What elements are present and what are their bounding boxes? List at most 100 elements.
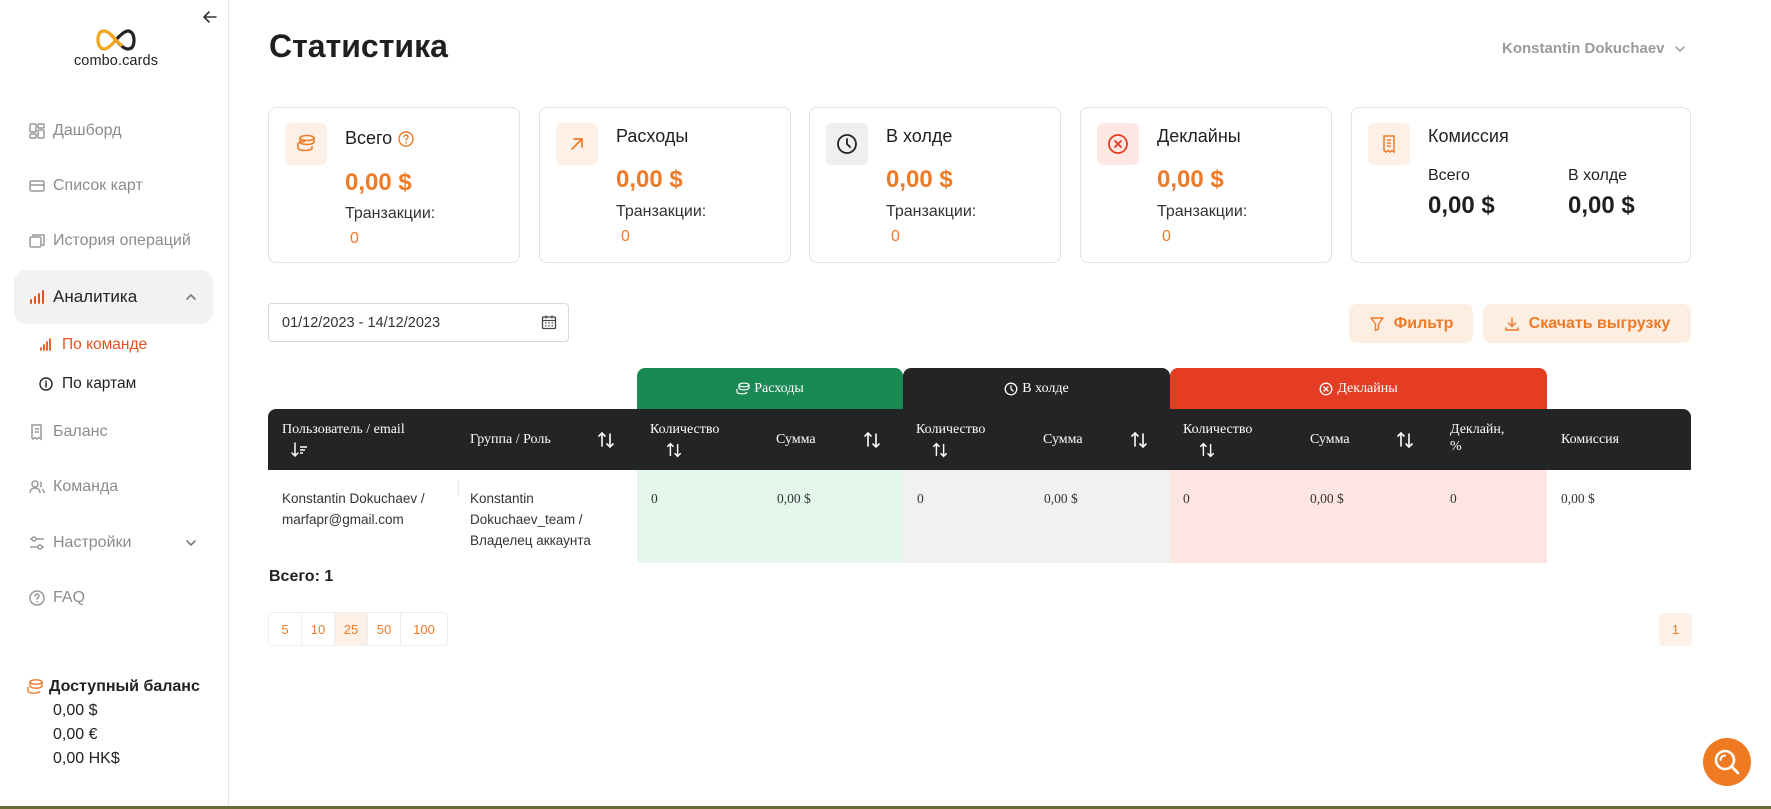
sidebar-item-faq[interactable]: FAQ [14, 573, 213, 623]
balance-icon [31, 424, 42, 441]
sidebar-subitem-by-team[interactable]: По команде [38, 336, 147, 354]
clock-icon [837, 134, 857, 154]
card-title: Комиссия [1428, 126, 1509, 146]
filter-icon [1369, 316, 1384, 331]
search-fab[interactable] [1703, 738, 1751, 786]
calendar-icon[interactable] [541, 314, 557, 330]
card-tx-label: Транзакции: [345, 205, 436, 222]
filter-button[interactable]: Фильтр [1349, 304, 1473, 343]
history-icon [29, 234, 45, 248]
card-tx-label: Транзакции: [886, 203, 977, 220]
card-title: Всего [345, 128, 415, 149]
card-icon-box [826, 123, 868, 165]
card-icon-box [285, 123, 327, 165]
sidebar-item-history[interactable]: История операций [14, 216, 213, 266]
help-icon[interactable] [397, 130, 415, 148]
column-commission[interactable]: Комиссия [1561, 432, 1620, 447]
column-group[interactable]: Группа / Роль [470, 432, 551, 447]
sidebar-item-cards[interactable]: Список карт [14, 161, 213, 211]
logo-icon [96, 29, 136, 51]
sidebar-item-team[interactable]: Команда [14, 462, 213, 512]
page-button-1[interactable]: 1 [1659, 613, 1692, 646]
sort-icon[interactable] [931, 441, 949, 459]
sidebar-item-dashboard[interactable]: Дашборд [14, 106, 213, 156]
desktop-strip [0, 806, 1771, 809]
card-amount: 0,00 $ [1157, 166, 1224, 193]
column-hold-qty[interactable]: Количество [916, 421, 985, 459]
card-icon-box [556, 123, 598, 165]
page-size-25[interactable]: 25 [335, 613, 368, 645]
balance-eur: 0,00 € [53, 726, 98, 743]
sidebar: combo.cards Дашборд Список карт История … [0, 0, 229, 809]
table-header: Пользователь / email Группа / Роль Колич… [268, 409, 1691, 470]
declines-band [1170, 470, 1547, 563]
sidebar-item-label: История операций [53, 232, 191, 249]
sort-icon[interactable] [665, 441, 683, 459]
column-label: Пользователь / email [282, 422, 405, 437]
column-declines-sum[interactable]: Сумма [1310, 432, 1350, 447]
group-header-label: Деклайны [1337, 381, 1398, 396]
group-header-declines: Деклайны [1170, 368, 1547, 410]
chevron-down-icon [1674, 45, 1685, 52]
collapse-sidebar-icon[interactable] [201, 8, 219, 26]
sidebar-item-settings[interactable]: Настройки [14, 518, 213, 568]
clock-icon [1004, 382, 1018, 396]
card-tx-label: Транзакции: [616, 203, 707, 220]
sort-icon[interactable] [596, 430, 616, 450]
sort-icon[interactable] [1395, 430, 1415, 450]
cell-divider [458, 481, 459, 495]
column-hold-sum[interactable]: Сумма [1043, 432, 1083, 447]
card-tx-value: 0 [621, 228, 630, 245]
card-tx-label: Транзакции: [1157, 203, 1248, 220]
sidebar-item-label: Настройки [53, 534, 132, 551]
faq-icon [29, 590, 45, 606]
cell-decline-pct: 0 [1450, 491, 1457, 506]
date-range-input[interactable]: 01/12/2023 - 14/12/2023 [268, 303, 569, 342]
sort-icon[interactable] [1198, 441, 1216, 459]
page-size-5[interactable]: 5 [269, 613, 302, 645]
page-size-100[interactable]: 100 [413, 621, 435, 637]
sidebar-subitem-by-cards[interactable]: По картам [38, 375, 136, 393]
sort-icon[interactable] [862, 430, 882, 450]
sidebar-item-label: Дашборд [53, 122, 122, 139]
commission-hold-label: В холде [1568, 167, 1628, 184]
sort-icon[interactable] [1129, 430, 1149, 450]
filter-label: Фильтр [1393, 314, 1454, 332]
balance-usd: 0,00 $ [53, 702, 98, 719]
cell-hold-qty: 0 [917, 491, 924, 506]
settings-icon [30, 536, 44, 550]
download-button[interactable]: Скачать выгрузку [1483, 304, 1691, 343]
balance-title: Доступный баланс [26, 678, 200, 696]
analytics-icon [30, 290, 44, 304]
column-decline-pct[interactable]: Деклайн, % [1450, 422, 1505, 454]
cell-declines-sum: 0,00 $ [1310, 491, 1344, 506]
card-title: Деклайны [1157, 126, 1241, 146]
column-expenses-qty[interactable]: Количество [650, 421, 719, 459]
cell-hold-sum: 0,00 $ [1044, 491, 1078, 506]
balance-hkd: 0,00 HK$ [53, 750, 120, 767]
search-icon [1714, 749, 1740, 775]
group-header-label: Расходы [754, 381, 804, 396]
logo[interactable]: combo.cards [64, 28, 168, 69]
page-size-50[interactable]: 50 [368, 613, 401, 645]
sidebar-item-analytics[interactable]: Аналитика [14, 270, 213, 324]
user-menu[interactable]: Konstantin Dokuchaev [1502, 40, 1687, 57]
page-size-10[interactable]: 10 [302, 613, 335, 645]
column-user[interactable]: Пользователь / email [282, 421, 432, 459]
card-icon-box [1097, 123, 1139, 165]
hold-band [903, 470, 1170, 563]
download-label: Скачать выгрузку [1528, 314, 1671, 332]
card-title: В холде [886, 126, 953, 146]
sidebar-item-balance[interactable]: Баланс [14, 407, 213, 457]
balance-title-text: Доступный баланс [49, 678, 200, 695]
sidebar-subitem-label: По картам [62, 375, 137, 392]
group-header-hold: В холде [903, 368, 1170, 410]
column-declines-qty[interactable]: Количество [1183, 421, 1252, 459]
card-amount: 0,00 $ [616, 166, 683, 193]
sort-desc-icon[interactable] [290, 441, 308, 459]
cell-expenses-qty: 0 [651, 491, 658, 506]
available-balance: Доступный баланс 0,00 $ 0,00 € 0,00 HK$ [26, 678, 200, 768]
bar-chart-icon [40, 338, 51, 351]
card-title: Расходы [616, 126, 689, 146]
column-expenses-sum[interactable]: Сумма [776, 432, 816, 447]
